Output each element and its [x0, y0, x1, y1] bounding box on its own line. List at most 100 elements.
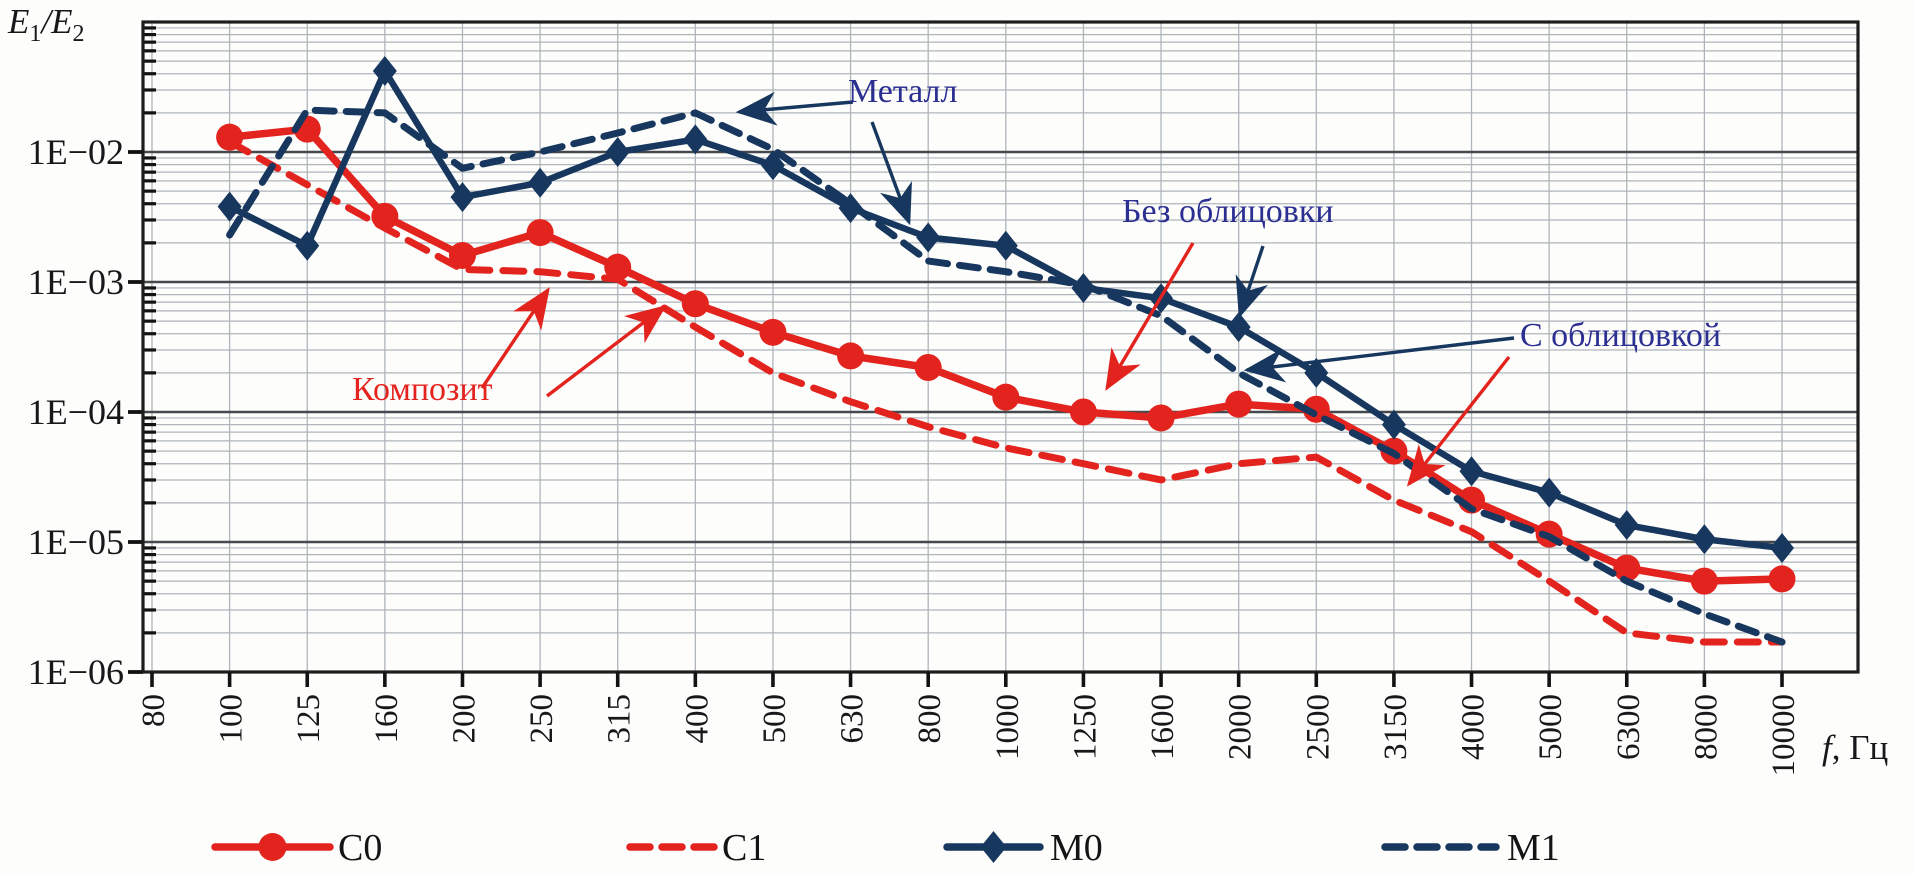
x-tick-label: 160	[369, 694, 405, 744]
x-tick-label: 5000	[1533, 694, 1569, 760]
y-axis-major-tick	[128, 670, 143, 674]
y-axis-minor-tick	[144, 202, 156, 206]
x-tick-label: 1000	[990, 694, 1026, 760]
legend-label-c1: C1	[722, 827, 767, 869]
y-axis-minor-tick	[144, 478, 156, 482]
x-axis-tick	[1780, 672, 1784, 687]
series-C0-marker	[1225, 390, 1253, 418]
series-M1-line	[226, 106, 1786, 646]
x-tick-label: 630	[835, 694, 871, 744]
series-C0-marker	[1147, 404, 1175, 432]
annotation-arrow	[735, 91, 854, 126]
y-axis-title: E1/E2	[8, 2, 85, 47]
series-M0-marker	[1071, 272, 1096, 303]
y-axis-minor-tick	[144, 501, 156, 505]
annotation-arrow	[1105, 242, 1195, 391]
series-M0-marker	[528, 167, 553, 198]
series-C0-marker	[216, 123, 244, 151]
legend-label-m0: M0	[1050, 827, 1103, 869]
series-M0-marker	[838, 193, 863, 224]
y-axis-minor-tick	[144, 348, 156, 352]
y-axis-minor-tick	[144, 170, 156, 174]
annotation-bez-oblitsovki: Без облицовки	[1122, 193, 1334, 230]
y-axis-minor-tick	[144, 300, 156, 304]
y-axis-minor-tick	[144, 462, 156, 466]
x-axis-tick	[383, 672, 387, 687]
series-M0-marker	[1459, 456, 1484, 487]
y-axis-minor-tick	[144, 40, 156, 44]
y-axis-major-tick	[128, 410, 143, 414]
y-axis-major-tick	[128, 150, 143, 154]
series-C0-marker	[837, 342, 865, 370]
x-tick-label: 500	[757, 694, 793, 744]
x-tick-label: 250	[524, 694, 560, 744]
x-axis-tick	[693, 672, 698, 687]
x-tick-label: 2000	[1223, 694, 1259, 760]
annotation-arrow	[1406, 355, 1511, 487]
series-C0-marker	[526, 219, 554, 247]
y-axis-minor-tick	[144, 241, 156, 245]
y-axis-minor-tick	[144, 422, 156, 427]
series-M0-marker	[916, 222, 941, 253]
y-tick-label-1e-3: 1E−03	[27, 262, 124, 302]
y-axis-minor-tick	[144, 189, 156, 193]
y-axis-minor-tick	[144, 292, 156, 297]
series-M0-marker	[683, 124, 708, 155]
series-M0-marker	[993, 230, 1018, 261]
series-C0-marker	[1069, 398, 1097, 426]
series-M0-marker	[1537, 477, 1562, 508]
series-C0-marker	[992, 383, 1020, 411]
x-tick-label: 80	[136, 694, 172, 727]
x-tick-label: 1250	[1067, 694, 1103, 760]
x-axis-tick	[1547, 672, 1551, 687]
y-axis-minor-tick	[144, 560, 156, 564]
x-axis-tick	[1392, 672, 1396, 687]
x-axis-tick	[305, 672, 310, 687]
y-axis-minor-tick	[144, 59, 156, 63]
series-M0-marker	[1381, 409, 1406, 440]
annotation-s-oblitsovkoy: С облицовкой	[1520, 317, 1722, 354]
series-M0-marker	[372, 55, 397, 86]
series-C0-marker	[1613, 554, 1641, 582]
y-axis-minor-tick	[144, 579, 156, 583]
y-axis-minor-tick	[144, 332, 156, 336]
y-axis-minor-tick	[144, 439, 156, 443]
x-axis-tick	[1081, 672, 1086, 687]
y-axis-minor-tick	[144, 156, 156, 160]
y-axis-minor-tick	[144, 218, 156, 222]
y-axis-major-tick	[128, 280, 143, 284]
y-axis-minor-tick	[144, 631, 156, 635]
x-tick-label: 400	[679, 694, 715, 744]
series-C0-marker	[448, 241, 476, 269]
x-tick-label: 800	[912, 694, 948, 744]
x-axis-title: f, Гц	[1822, 728, 1889, 767]
y-axis-minor-tick	[144, 416, 156, 420]
y-axis-minor-tick	[144, 179, 156, 183]
x-axis-tick	[460, 672, 465, 687]
x-axis-tick	[538, 672, 542, 687]
x-axis-tick	[1469, 672, 1474, 687]
legend-marker-C0	[258, 833, 287, 861]
series-C0-marker	[1768, 565, 1796, 593]
y-axis-minor-tick	[144, 430, 156, 434]
y-axis-minor-tick	[144, 592, 156, 596]
series-C0-marker	[759, 318, 787, 346]
series-M0-marker	[217, 191, 242, 222]
y-axis-minor-tick	[144, 569, 156, 573]
y-axis-minor-tick	[144, 309, 156, 313]
x-tick-label: 125	[291, 694, 327, 744]
x-tick-label: 3150	[1378, 694, 1414, 760]
legend-label-m1: M1	[1507, 827, 1560, 869]
y-axis-minor-tick	[144, 88, 156, 92]
y-axis-minor-tick	[144, 546, 156, 550]
x-axis-tick	[227, 672, 232, 687]
annotation-arrow	[1243, 336, 1515, 383]
series-M0-marker	[1226, 312, 1251, 343]
x-axis-tick	[150, 672, 154, 687]
series-C0-marker	[681, 290, 709, 318]
x-axis-tick	[615, 672, 620, 687]
annotation-arrow	[545, 304, 667, 398]
series-C0-marker	[914, 353, 942, 381]
legend-marker-M0	[980, 831, 1007, 863]
